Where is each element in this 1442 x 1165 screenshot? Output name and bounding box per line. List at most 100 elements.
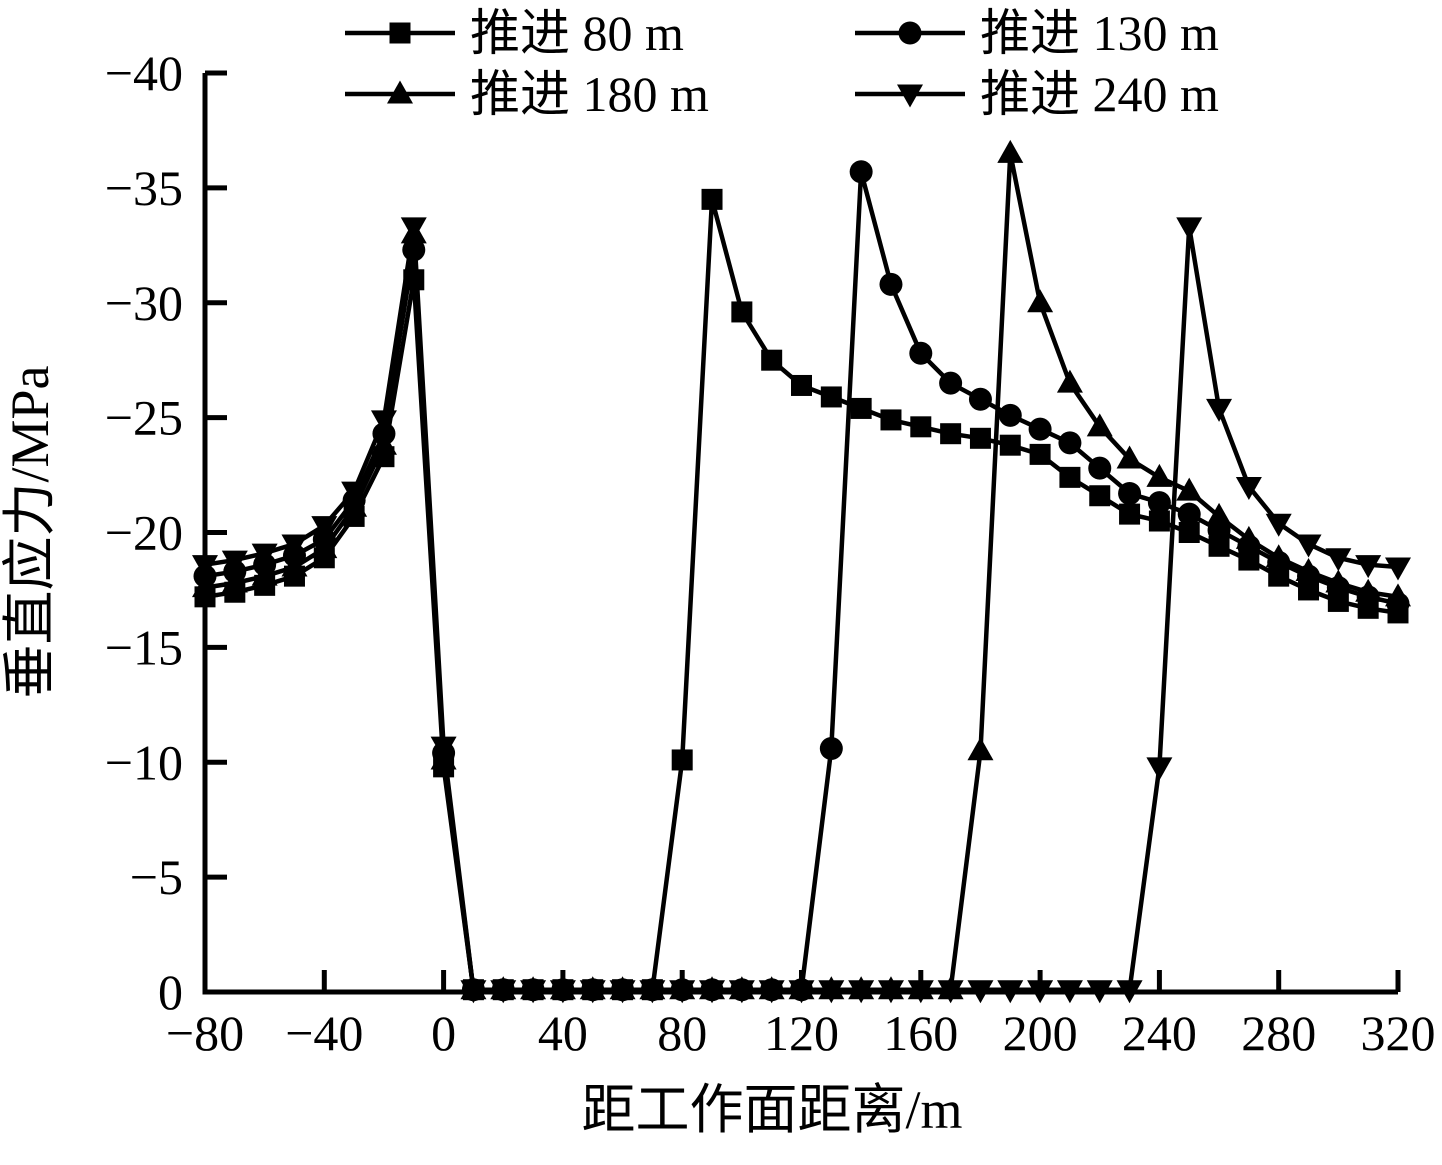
series-marker-advance-130m [1147, 491, 1171, 515]
x-axis-tick-label: −40 [285, 1005, 363, 1061]
series-marker-advance-80m [1029, 443, 1051, 465]
series-marker-advance-180m [1295, 558, 1322, 582]
series-marker-advance-80m [850, 397, 872, 419]
series-marker-advance-240m [967, 980, 994, 1004]
y-axis-tick-label: 0 [158, 964, 183, 1020]
plot-area: −40−35−30−25−20−15−10−50−80 −40 0 40 80 120 16… [105, 5, 1436, 1061]
series-marker-advance-240m [669, 980, 696, 1004]
series-marker-advance-240m [728, 980, 755, 1004]
series-marker-advance-180m [1027, 289, 1054, 313]
series-marker-advance-240m [221, 550, 248, 574]
series-marker-advance-240m [520, 980, 547, 1004]
series-marker-advance-240m [1086, 980, 1113, 1004]
series-marker-advance-240m [251, 543, 278, 567]
series-marker-advance-240m [877, 980, 904, 1004]
series-marker-advance-180m [192, 574, 218, 598]
series-marker-advance-240m [311, 516, 338, 540]
legend-label-advance-180m: 推进 180 m [470, 66, 709, 122]
x-axis-title: 距工作面距离/m [581, 1080, 962, 1140]
series-marker-advance-80m [731, 301, 753, 323]
series-marker-advance-80m [940, 423, 962, 445]
series-marker-advance-180m [1355, 578, 1382, 602]
series-marker-advance-240m [1265, 513, 1292, 537]
y-axis-tick-label: −30 [105, 275, 183, 331]
series-marker-advance-80m [1208, 535, 1230, 557]
x-axis-tick-label: 80 [657, 1005, 707, 1061]
series-marker-advance-180m [251, 562, 278, 586]
y-axis-tick-label: −10 [105, 734, 183, 790]
series-marker-advance-80m [761, 349, 783, 371]
series-marker-advance-80m [1119, 503, 1141, 525]
series-marker-advance-180m [1206, 502, 1233, 526]
series-marker-advance-80m [1059, 466, 1081, 488]
series-marker-advance-180m [1056, 369, 1083, 393]
series-marker-advance-240m [907, 980, 934, 1004]
series-marker-advance-180m [1176, 477, 1203, 501]
series-marker-advance-180m [1325, 569, 1352, 593]
series-marker-advance-240m [609, 980, 636, 1004]
series-marker-advance-180m [311, 535, 338, 559]
series-marker-advance-80m [1178, 522, 1200, 543]
series-marker-advance-130m [879, 272, 903, 296]
series-marker-advance-180m [341, 493, 368, 517]
x-axis-tick-label: 240 [1122, 1005, 1197, 1061]
series-marker-advance-80m [999, 434, 1021, 456]
series-marker-advance-130m [1088, 456, 1112, 480]
y-axis-tick-label: −40 [105, 45, 183, 101]
series-marker-advance-240m [758, 980, 785, 1004]
legend-marker-advance-130m [898, 21, 922, 45]
y-axis-title: 垂直应力/MPa [0, 365, 60, 698]
series-marker-advance-180m [1116, 445, 1143, 469]
series-marker-advance-240m [818, 980, 845, 1004]
series-marker-advance-130m [968, 387, 992, 411]
series-marker-advance-240m [370, 410, 397, 434]
series-marker-advance-180m [1146, 463, 1173, 487]
series-marker-advance-180m [281, 553, 308, 577]
series-marker-advance-240m [1295, 534, 1322, 558]
series-marker-advance-240m [490, 980, 517, 1004]
series-marker-advance-80m [791, 374, 812, 396]
x-axis-tick-label: 0 [431, 1005, 456, 1061]
series-marker-advance-180m [1265, 544, 1292, 568]
series-marker-advance-240m [937, 980, 964, 1004]
series-marker-advance-180m [967, 737, 994, 761]
x-axis-tick-label: 280 [1241, 1005, 1316, 1061]
series-marker-advance-240m [549, 980, 576, 1004]
x-axis-tick-label: 120 [764, 1005, 839, 1061]
series-marker-advance-240m [1056, 980, 1083, 1004]
y-axis-tick-label: −35 [105, 160, 183, 216]
series-marker-advance-180m [1385, 583, 1411, 607]
legend-label-advance-80m: 推进 80 m [470, 5, 684, 61]
series-marker-advance-240m [1116, 980, 1143, 1004]
series-marker-advance-240m [788, 980, 815, 1004]
y-axis-tick-label: −5 [130, 849, 183, 905]
series-marker-advance-240m [1027, 980, 1054, 1004]
x-axis-tick-label: 320 [1361, 1005, 1436, 1061]
series-marker-advance-240m [430, 736, 457, 760]
series-marker-advance-240m [1176, 217, 1203, 241]
series-marker-advance-130m [909, 341, 933, 365]
series-marker-advance-240m [848, 980, 875, 1004]
series-marker-advance-80m [701, 188, 723, 210]
legend-marker-advance-240m [897, 84, 923, 108]
series-marker-advance-130m [939, 371, 963, 395]
series-marker-advance-130m [1058, 431, 1082, 455]
series-marker-advance-240m [400, 217, 427, 241]
series-marker-advance-180m [1086, 413, 1113, 437]
series-marker-advance-180m [221, 569, 248, 593]
x-axis-tick-label: 40 [538, 1005, 588, 1061]
series-marker-advance-240m [997, 980, 1024, 1004]
series-marker-advance-80m [1148, 510, 1170, 532]
series-marker-advance-80m [910, 416, 932, 438]
series-line-advance-240m [204, 226, 1399, 992]
x-axis-tick-label: 160 [883, 1005, 958, 1061]
series-marker-advance-180m [370, 431, 397, 455]
series-marker-advance-240m [1146, 757, 1173, 781]
x-axis-tick-label: 200 [1003, 1005, 1078, 1061]
series-marker-advance-240m [1385, 557, 1411, 581]
series-marker-advance-240m [1355, 555, 1382, 579]
y-axis-tick-label: −15 [105, 619, 183, 675]
series-marker-advance-240m [1325, 548, 1352, 572]
